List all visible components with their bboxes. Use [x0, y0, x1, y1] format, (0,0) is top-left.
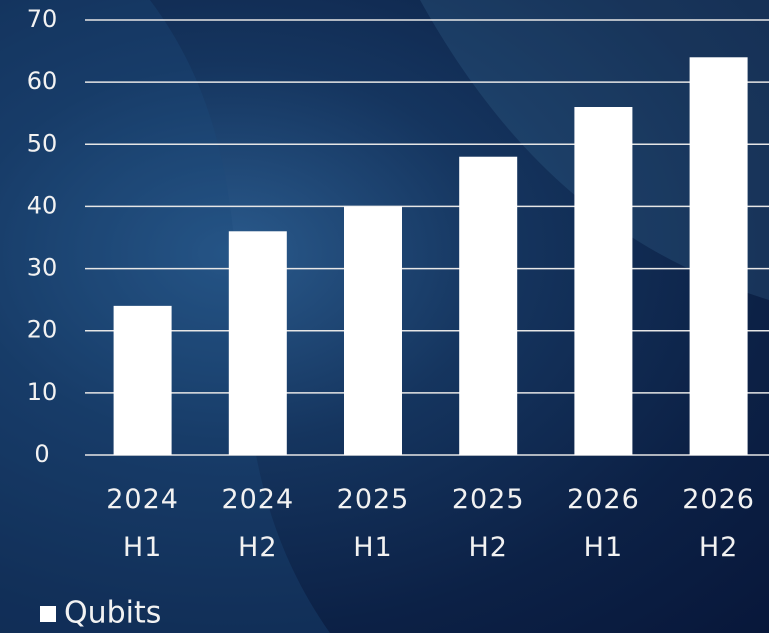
- x-tick-label: 2024 H1: [106, 484, 179, 563]
- y-tick-label: 20: [27, 316, 58, 344]
- legend-label: Qubits: [64, 596, 161, 631]
- x-tick-label: 2026 H2: [682, 484, 755, 563]
- y-tick-label: 10: [27, 378, 58, 406]
- bar: [113, 305, 172, 455]
- x-tick-label: 2026 H1: [567, 484, 640, 563]
- y-tick-label: 30: [27, 254, 58, 282]
- x-tick-label: 2024 H2: [221, 484, 295, 563]
- bar: [574, 107, 633, 455]
- y-tick-label: 60: [27, 67, 58, 95]
- x-tick-label: 2025 H2: [451, 484, 525, 563]
- y-tick-label: 50: [27, 129, 58, 157]
- y-tick-label: 40: [27, 191, 58, 219]
- y-tick-label: 0: [34, 440, 49, 468]
- x-tick-label: 2025 H1: [336, 484, 410, 563]
- y-tick-label: 70: [27, 5, 58, 33]
- bar: [228, 231, 287, 455]
- bar: [344, 206, 402, 455]
- legend-swatch: [40, 606, 56, 622]
- bar: [459, 156, 518, 455]
- bar: [689, 57, 748, 456]
